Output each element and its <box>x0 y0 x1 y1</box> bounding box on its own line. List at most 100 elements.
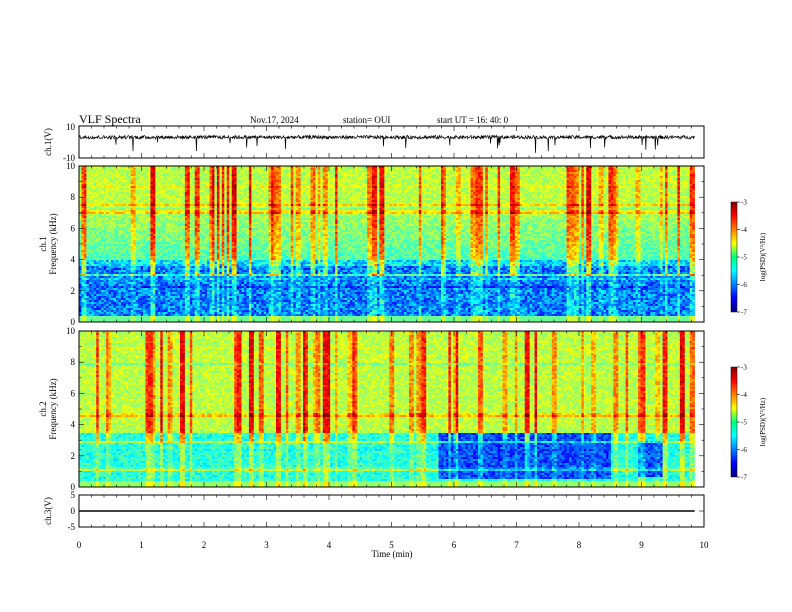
spectrogram-cell <box>394 168 397 171</box>
spectrogram-cell <box>578 168 582 171</box>
spectrogram-cell <box>106 202 109 205</box>
spectrogram-cell <box>253 182 257 185</box>
spectrogram-cell <box>537 168 540 171</box>
spectrogram-cell <box>330 168 333 171</box>
spectrogram-cell <box>143 178 146 181</box>
spectrogram-cell <box>340 198 343 201</box>
spectrogram-cell <box>251 184 255 187</box>
spectrogram-cell <box>635 168 639 171</box>
spectrogram-cell <box>337 196 341 199</box>
spectrogram-cell <box>465 178 469 181</box>
spectrogram-cell <box>337 178 341 181</box>
spectrogram-cell <box>243 182 247 185</box>
spectrogram-cell <box>428 172 432 175</box>
spectrogram-cell <box>263 180 267 183</box>
spectrogram-cell <box>480 170 484 173</box>
spectrogram-cell <box>401 176 405 179</box>
spectrogram-cell <box>571 188 575 191</box>
spectrogram-cell <box>522 174 526 177</box>
spectrogram-cell <box>285 184 289 187</box>
spectrogram-cell <box>453 190 457 193</box>
spectrogram-cell <box>677 198 681 201</box>
spectrogram-cell <box>573 188 577 191</box>
spectrogram-cell <box>559 188 562 191</box>
spectrogram-cell <box>342 188 346 191</box>
spectrogram-cell <box>93 198 97 201</box>
spectrogram-cell <box>514 202 518 205</box>
spectrogram-cell <box>389 194 393 197</box>
spectrogram-cell <box>655 184 658 187</box>
spectrogram-cell <box>367 194 370 197</box>
spectrogram-cell <box>288 168 292 171</box>
spectrogram-cell <box>303 202 306 205</box>
spectrogram-cell <box>130 202 134 205</box>
spectrogram-cell <box>352 182 356 185</box>
spectrogram-cell <box>147 204 151 207</box>
ch1-spectrogram-image <box>79 166 704 323</box>
spectrogram-cell <box>608 170 612 173</box>
spectrogram-cell <box>418 172 422 175</box>
spectrogram-cell <box>470 196 474 199</box>
spectrogram-cell <box>657 170 661 173</box>
spectrogram-cell <box>219 202 223 205</box>
spectrogram-cell <box>465 170 469 173</box>
spectrogram-cell <box>295 196 299 199</box>
spectrogram-cell <box>310 188 314 191</box>
spectrogram-cell <box>448 168 452 171</box>
spectrogram-cell <box>652 200 656 203</box>
spectrogram-cell <box>436 190 439 193</box>
spectrogram-cell <box>202 180 205 183</box>
spectrogram-cell <box>502 182 506 185</box>
spectrogram-cell <box>115 186 119 189</box>
spectrogram-cell <box>628 180 631 183</box>
spectrogram-cell <box>147 178 151 181</box>
spectrogram-cell <box>248 168 252 171</box>
spectrogram-cell <box>386 170 390 173</box>
spectrogram-cell <box>115 190 119 193</box>
spectrogram-cell <box>502 192 506 195</box>
spectrogram-cell <box>524 192 528 195</box>
spectrogram-cell <box>692 202 695 205</box>
spectrogram-cell <box>170 186 173 189</box>
spectrogram-cell <box>189 174 193 177</box>
spectrogram-cell <box>588 172 592 175</box>
spectrogram-cell <box>342 204 346 207</box>
spectrogram-cell <box>155 172 159 175</box>
spectrogram-cell <box>125 194 129 197</box>
spectrogram-cell <box>391 178 395 181</box>
spectrogram-cell <box>591 182 594 185</box>
spectrogram-cell <box>445 166 449 169</box>
spectrogram-cell <box>140 198 144 201</box>
spectrogram-cell <box>298 182 301 185</box>
spectrogram-cell <box>514 196 518 199</box>
spectrogram-cell <box>549 186 553 189</box>
spectrogram-cell <box>357 196 361 199</box>
spectrogram-cell <box>128 190 132 193</box>
spectrogram-cell <box>399 194 402 197</box>
spectrogram-cell <box>293 198 296 201</box>
spectrogram-cell <box>140 176 144 179</box>
spectrogram-cell <box>399 188 402 191</box>
spectrogram-cell <box>416 200 420 203</box>
spectrogram-cell <box>625 198 629 201</box>
spectrogram-cell <box>135 166 139 169</box>
spectrogram-cell <box>559 192 562 195</box>
spectrogram-cell <box>413 196 417 199</box>
spectrogram-cell <box>475 186 479 189</box>
spectrogram-cell <box>650 186 654 189</box>
spectrogram-cell <box>278 176 282 179</box>
spectrogram-cell <box>608 174 612 177</box>
spectrogram-cell <box>145 188 149 191</box>
spectrogram-cell <box>273 196 277 199</box>
spectrogram-cell <box>630 200 634 203</box>
spectrogram-cell <box>243 168 247 171</box>
spectrogram-cell <box>453 178 457 181</box>
spectrogram-cell <box>147 170 151 173</box>
spectrogram-cell <box>571 180 575 183</box>
spectrogram-cell <box>342 184 346 187</box>
spectrogram-cell <box>399 180 402 183</box>
spectrogram-cell <box>569 190 572 193</box>
spectrogram-cell <box>630 196 634 199</box>
spectrogram-cell <box>162 166 166 169</box>
spectrogram-cell <box>507 166 511 169</box>
